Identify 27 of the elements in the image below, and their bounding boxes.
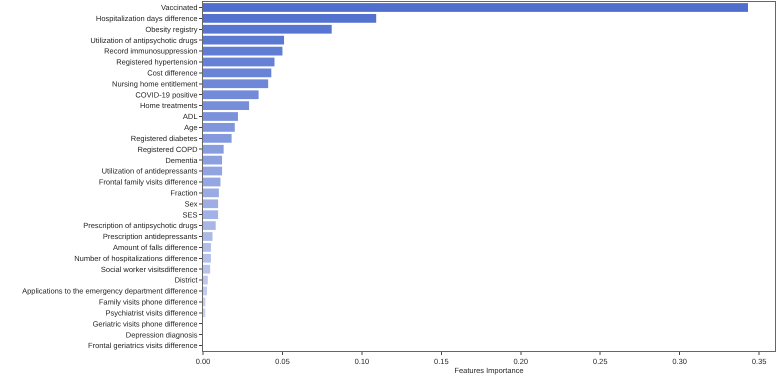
bar	[203, 24, 332, 34]
bar	[203, 14, 376, 23]
bar	[203, 188, 219, 198]
bar	[203, 166, 222, 176]
bar	[203, 112, 238, 121]
bar	[203, 101, 250, 110]
bar	[203, 46, 282, 56]
bar	[203, 254, 211, 263]
bar	[203, 90, 259, 100]
bar	[203, 178, 220, 186]
bar	[203, 144, 224, 154]
bar	[203, 134, 232, 143]
bar	[203, 199, 218, 208]
bar	[203, 232, 213, 241]
bar	[203, 79, 268, 88]
bar	[203, 264, 210, 274]
bar	[203, 3, 748, 12]
bar	[203, 221, 216, 230]
bar	[203, 243, 211, 252]
bar	[203, 68, 272, 78]
bar	[203, 210, 218, 220]
bar	[203, 123, 235, 132]
bar	[203, 286, 207, 296]
bar	[203, 36, 284, 45]
bar	[203, 58, 274, 66]
bar	[203, 276, 208, 284]
bar	[203, 156, 222, 164]
